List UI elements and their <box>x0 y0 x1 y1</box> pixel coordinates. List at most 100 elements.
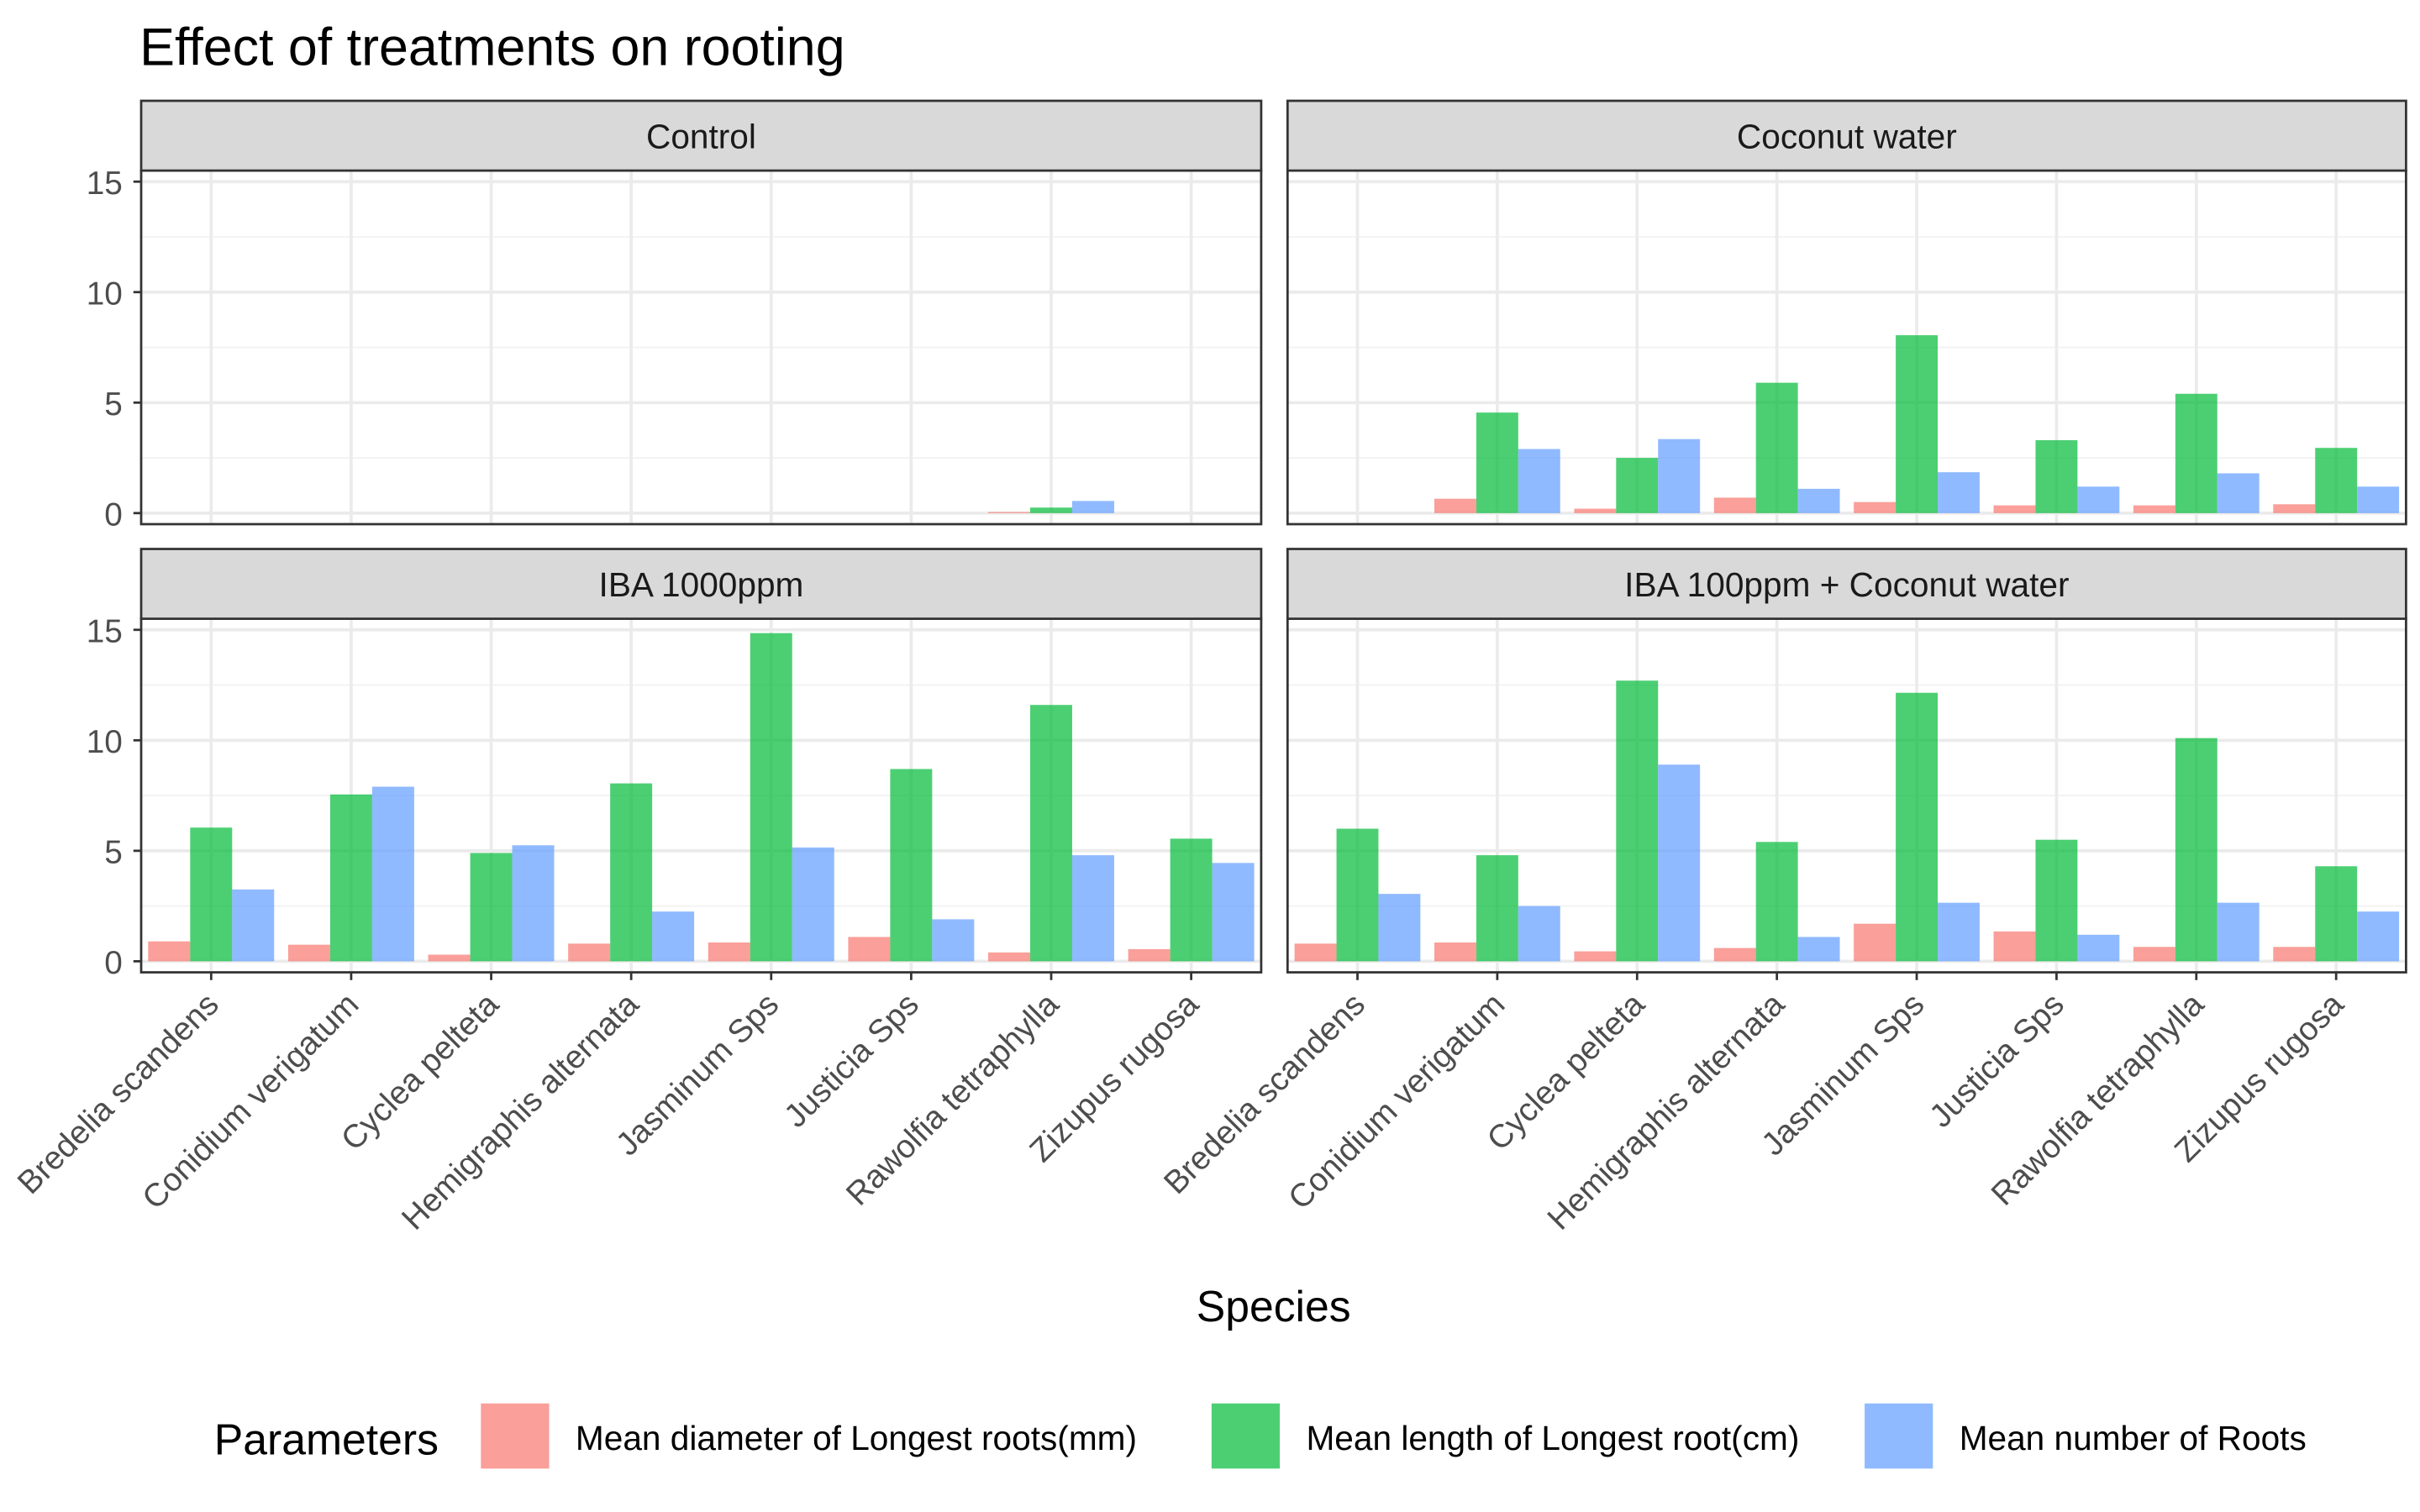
bar-coconut-water-justicia-sps-s0 <box>1993 505 2036 513</box>
y-tick-label: 0 <box>104 497 123 533</box>
bar-iba-100ppm-coconut-water-hemigraphis-alternata-s1 <box>1755 842 1798 962</box>
legend-label-0: Mean diameter of Longest roots(mm) <box>576 1419 1137 1457</box>
facet-strip-label: Control <box>646 117 756 155</box>
bar-iba-100ppm-coconut-water-jasminum-sps-s2 <box>1937 902 1980 962</box>
bar-iba-1000ppm-rawolfia-tetraphylla-s1 <box>1030 705 1072 962</box>
bar-iba-1000ppm-zizupus-rugosa-s2 <box>1212 863 1255 962</box>
panels-layer: Control Coconut water IBA 1000ppm IBA 100pp… <box>139 99 2407 974</box>
bar-coconut-water-jasminum-sps-s2 <box>1937 472 1980 513</box>
bar-iba-100ppm-coconut-water-zizupus-rugosa-s0 <box>2273 947 2316 962</box>
bar-coconut-water-conidium-verigatum-s2 <box>1518 449 1560 513</box>
facet-strip <box>139 548 1263 620</box>
bar-iba-1000ppm-jasminum-sps-s0 <box>708 942 750 962</box>
bar-iba-100ppm-coconut-water-cyclea-pelteta-s1 <box>1616 680 1659 962</box>
bar-iba-100ppm-coconut-water-conidium-verigatum-s0 <box>1434 942 1476 962</box>
bar-iba-1000ppm-conidium-verigatum-s2 <box>371 786 414 962</box>
bar-iba-100ppm-coconut-water-jasminum-sps-s1 <box>1896 692 1938 962</box>
bar-iba-100ppm-coconut-water-conidium-verigatum-s1 <box>1476 855 1518 962</box>
bar-control-rawolfia-tetraphylla-s0 <box>988 512 1031 513</box>
bar-iba-1000ppm-cyclea-pelteta-s2 <box>512 845 555 962</box>
bar-control-rawolfia-tetraphylla-s2 <box>1071 501 1114 513</box>
legend-label-2: Mean number of Roots <box>1960 1419 2307 1457</box>
bar-iba-1000ppm-conidium-verigatum-s0 <box>287 944 330 962</box>
bar-iba-100ppm-coconut-water-bredelia-scandens-s0 <box>1294 943 1337 962</box>
y-tick-label: 10 <box>87 276 123 312</box>
legend-swatch-0 <box>481 1403 550 1469</box>
facet-strip <box>1286 548 2407 620</box>
bar-iba-100ppm-coconut-water-rawolfia-tetraphylla-s1 <box>2175 738 2217 962</box>
bar-iba-100ppm-coconut-water-justicia-sps-s0 <box>1993 931 2036 962</box>
bar-iba-100ppm-coconut-water-rawolfia-tetraphylla-s2 <box>2217 902 2260 962</box>
legend-swatch-1 <box>1211 1403 1281 1469</box>
facet-strip <box>1286 99 2407 172</box>
bar-coconut-water-hemigraphis-alternata-s1 <box>1755 382 1798 513</box>
bar-coconut-water-cyclea-pelteta-s0 <box>1574 508 1617 513</box>
bar-iba-100ppm-coconut-water-bredelia-scandens-s1 <box>1336 828 1379 962</box>
bar-iba-100ppm-coconut-water-bredelia-scandens-s2 <box>1378 894 1421 962</box>
bar-coconut-water-hemigraphis-alternata-s0 <box>1713 497 1756 513</box>
bar-iba-100ppm-coconut-water-cyclea-pelteta-s0 <box>1574 951 1617 962</box>
bar-coconut-water-justicia-sps-s2 <box>2077 486 2120 513</box>
y-tick-label: 5 <box>104 835 123 871</box>
legend-swatch-2 <box>1865 1403 1933 1469</box>
bar-iba-100ppm-coconut-water-zizupus-rugosa-s1 <box>2315 866 2358 962</box>
bar-iba-100ppm-coconut-water-hemigraphis-alternata-s0 <box>1713 948 1756 962</box>
panel-iba-1000ppm: IBA 1000ppm <box>139 548 1263 974</box>
bar-iba-100ppm-coconut-water-justicia-sps-s1 <box>2035 839 2078 962</box>
facet-strip <box>139 99 1263 172</box>
bar-coconut-water-zizupus-rugosa-s2 <box>2357 486 2400 513</box>
y-tick-label: 15 <box>87 614 123 650</box>
y-tick-label: 15 <box>87 165 123 202</box>
bar-iba-1000ppm-hemigraphis-alternata-s2 <box>652 911 695 962</box>
panel-iba-100ppm-coconut-water: IBA 100ppm + Coconut water <box>1286 548 2407 974</box>
bar-coconut-water-rawolfia-tetraphylla-s2 <box>2217 473 2260 513</box>
chart-title: Effect of treatments on rooting <box>139 18 844 77</box>
bar-iba-1000ppm-bredelia-scandens-s2 <box>232 889 275 962</box>
panel-coconut-water: Coconut water <box>1286 99 2407 526</box>
legend-title: Parameters <box>214 1415 439 1464</box>
bar-iba-1000ppm-bredelia-scandens-s1 <box>190 827 233 962</box>
bar-iba-100ppm-coconut-water-jasminum-sps-s0 <box>1854 923 1897 962</box>
bar-iba-1000ppm-bredelia-scandens-s0 <box>148 941 191 962</box>
facet-strip-label: Coconut water <box>1737 117 1957 155</box>
bar-coconut-water-rawolfia-tetraphylla-s0 <box>2133 505 2175 513</box>
facet-strip-label: IBA 1000ppm <box>599 565 804 604</box>
bar-coconut-water-justicia-sps-s1 <box>2035 440 2078 513</box>
bar-iba-100ppm-coconut-water-cyclea-pelteta-s2 <box>1658 764 1701 962</box>
bar-iba-1000ppm-hemigraphis-alternata-s1 <box>610 783 653 962</box>
bar-iba-1000ppm-rawolfia-tetraphylla-s2 <box>1071 855 1114 962</box>
bar-iba-1000ppm-conidium-verigatum-s1 <box>329 794 372 962</box>
bar-iba-1000ppm-hemigraphis-alternata-s0 <box>568 943 611 962</box>
bar-coconut-water-rawolfia-tetraphylla-s1 <box>2175 393 2217 513</box>
bar-iba-1000ppm-zizupus-rugosa-s0 <box>1128 948 1171 962</box>
bar-iba-1000ppm-rawolfia-tetraphylla-s0 <box>988 952 1031 962</box>
bar-coconut-water-zizupus-rugosa-s1 <box>2315 448 2358 513</box>
bar-iba-100ppm-coconut-water-rawolfia-tetraphylla-s0 <box>2133 947 2175 962</box>
bar-coconut-water-conidium-verigatum-s1 <box>1476 412 1518 513</box>
y-tick-label: 10 <box>87 724 123 760</box>
bar-coconut-water-cyclea-pelteta-s1 <box>1616 458 1659 513</box>
bar-iba-100ppm-coconut-water-justicia-sps-s2 <box>2077 934 2120 962</box>
y-tick-label: 5 <box>104 386 123 423</box>
bar-iba-1000ppm-justicia-sps-s2 <box>932 919 975 962</box>
bar-iba-1000ppm-jasminum-sps-s2 <box>792 847 834 962</box>
bar-iba-100ppm-coconut-water-conidium-verigatum-s2 <box>1518 906 1560 962</box>
bar-iba-1000ppm-zizupus-rugosa-s1 <box>1170 838 1213 962</box>
bar-coconut-water-hemigraphis-alternata-s2 <box>1797 488 1840 513</box>
bar-iba-1000ppm-justicia-sps-s0 <box>848 937 891 962</box>
panel-control: Control <box>139 99 1263 526</box>
bar-iba-1000ppm-justicia-sps-s1 <box>890 769 933 962</box>
bar-coconut-water-jasminum-sps-s0 <box>1854 501 1897 513</box>
x-axis-label: Species <box>1197 1282 1351 1331</box>
y-tick-label: 0 <box>104 945 123 981</box>
legend-label-1: Mean length of Longest root(cm) <box>1306 1419 1799 1457</box>
bar-iba-1000ppm-cyclea-pelteta-s0 <box>428 954 471 962</box>
bar-control-rawolfia-tetraphylla-s1 <box>1030 507 1072 513</box>
bar-iba-100ppm-coconut-water-hemigraphis-alternata-s2 <box>1797 937 1840 962</box>
bar-coconut-water-cyclea-pelteta-s2 <box>1658 438 1701 513</box>
bar-coconut-water-zizupus-rugosa-s0 <box>2273 504 2316 513</box>
bar-coconut-water-conidium-verigatum-s0 <box>1434 498 1476 513</box>
bar-iba-1000ppm-cyclea-pelteta-s1 <box>470 853 513 962</box>
legend: Parameters Mean diameter of Longest roots… <box>214 1403 2307 1469</box>
bar-coconut-water-jasminum-sps-s1 <box>1896 335 1938 513</box>
